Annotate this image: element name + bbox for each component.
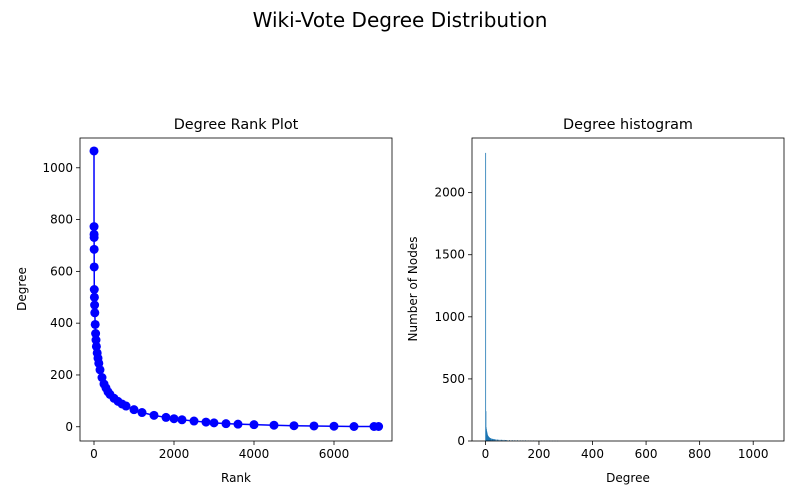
- degree-rank-point: [89, 244, 99, 254]
- histogram-bar: [490, 438, 492, 441]
- degree-rank-point: [89, 146, 99, 156]
- histogram-xlabel: Degree: [606, 471, 650, 485]
- degree-rank-point: [289, 421, 299, 431]
- histogram-bar: [493, 439, 494, 441]
- degree-rank-point: [221, 419, 231, 429]
- degree-rank-point: [95, 365, 105, 375]
- degree-rank-point: [90, 319, 100, 329]
- degree-rank-point: [89, 232, 99, 242]
- rank-plot-ytick-label: 0: [65, 420, 73, 434]
- rank-plot-xtick-label: 4000: [239, 447, 270, 461]
- degree-rank-point: [121, 401, 131, 411]
- histogram-ytick-label: 0: [457, 434, 465, 448]
- degree-rank-point: [91, 329, 101, 339]
- degree-rank-point: [177, 415, 187, 425]
- histogram-ytick-label: 2000: [434, 186, 465, 200]
- rank-plot-ticks: 0 2000 4000 6000 0 200 400 600 800 1000: [42, 161, 349, 461]
- degree-rank-point: [189, 416, 199, 426]
- histogram-bar: [502, 439, 504, 441]
- rank-plot-ytick-label: 400: [50, 316, 73, 330]
- degree-histogram: Degree histogram 0 200 400 600 800 1000 0 500 10…: [406, 117, 785, 485]
- degree-rank-point: [90, 308, 100, 318]
- degree-rank-point: [89, 222, 99, 232]
- degree-rank-point: [233, 419, 243, 429]
- rank-plot-xlabel: Rank: [221, 471, 251, 485]
- degree-rank-point: [149, 410, 159, 420]
- histogram-xtick-label: 400: [581, 447, 604, 461]
- histogram-bar: [497, 439, 498, 441]
- histogram-bar: [511, 440, 513, 441]
- histogram-bar: [485, 411, 487, 441]
- histogram-bar: [491, 438, 493, 441]
- histogram-frame: [471, 137, 785, 442]
- histogram-bar: [505, 440, 506, 441]
- histogram-bar: [485, 152, 487, 441]
- degree-rank-point: [91, 335, 101, 345]
- histogram-bar: [492, 438, 494, 441]
- histogram-bar: [495, 439, 497, 441]
- histogram-xtick-label: 0: [482, 447, 490, 461]
- histogram-bar: [501, 439, 502, 441]
- histogram-xtick-label: 600: [635, 447, 658, 461]
- histogram-ticks: 0 200 400 600 800 1000 0 500 1000 1500 2000: [434, 186, 768, 461]
- histogram-bar: [498, 439, 500, 441]
- histogram-ytick-label: 1500: [434, 248, 465, 262]
- degree-rank-point: [201, 417, 211, 427]
- histogram-bar: [490, 438, 492, 441]
- histogram-ylabel: Number of Nodes: [406, 237, 420, 342]
- degree-rank-point: [269, 420, 279, 430]
- rank-plot-ytick-label: 1000: [42, 161, 73, 175]
- histogram-xtick-label: 1000: [738, 447, 769, 461]
- degree-rank-point: [249, 420, 259, 430]
- histogram-xtick-label: 200: [527, 447, 550, 461]
- degree-rank-point: [374, 421, 384, 431]
- histogram-bar: [489, 438, 491, 441]
- rank-plot-ytick-label: 600: [50, 264, 73, 278]
- degree-rank-point: [90, 300, 100, 310]
- degree-rank-point: [89, 262, 99, 272]
- rank-plot-xtick-label: 0: [90, 447, 98, 461]
- degree-rank-point: [169, 414, 179, 424]
- rank-plot-ylabel: Degree: [15, 267, 29, 311]
- histogram-bar: [506, 440, 508, 441]
- histogram-title: Degree histogram: [563, 117, 693, 133]
- degree-rank-point: [329, 421, 339, 431]
- histogram-bar: [489, 437, 491, 441]
- rank-plot-ytick-label: 200: [50, 368, 73, 382]
- rank-plot-xtick-label: 6000: [319, 447, 350, 461]
- rank-plot-ytick-label: 800: [50, 213, 73, 227]
- histogram-ytick-label: 500: [442, 372, 465, 386]
- rank-plot-title: Degree Rank Plot: [174, 117, 299, 133]
- degree-rank-point: [209, 418, 219, 428]
- histogram-xtick-label: 800: [688, 447, 711, 461]
- rank-plot-frame: [79, 137, 393, 442]
- histogram-bar: [509, 440, 510, 441]
- degree-rank-point: [161, 412, 171, 422]
- degree-rank-point: [137, 408, 147, 418]
- degree-rank-point: [129, 405, 139, 415]
- histogram-bar: [493, 439, 495, 441]
- degree-rank-point: [309, 421, 319, 431]
- rank-plot-xtick-label: 2000: [159, 447, 190, 461]
- histogram-ytick-label: 1000: [434, 310, 465, 324]
- degree-rank-point: [349, 421, 359, 431]
- rank-plot: Degree Rank Plot 0 2000 4000 6000 0 200 400 600…: [15, 117, 393, 485]
- rank-plot-marks: [89, 146, 384, 431]
- histogram-bar: [494, 439, 496, 441]
- histogram-bar: [503, 439, 505, 441]
- figure-title: Wiki-Vote Degree Distribution: [253, 8, 548, 32]
- degree-rank-point: [89, 292, 99, 302]
- degree-rank-point: [89, 285, 99, 294]
- histogram-bar: [499, 439, 501, 441]
